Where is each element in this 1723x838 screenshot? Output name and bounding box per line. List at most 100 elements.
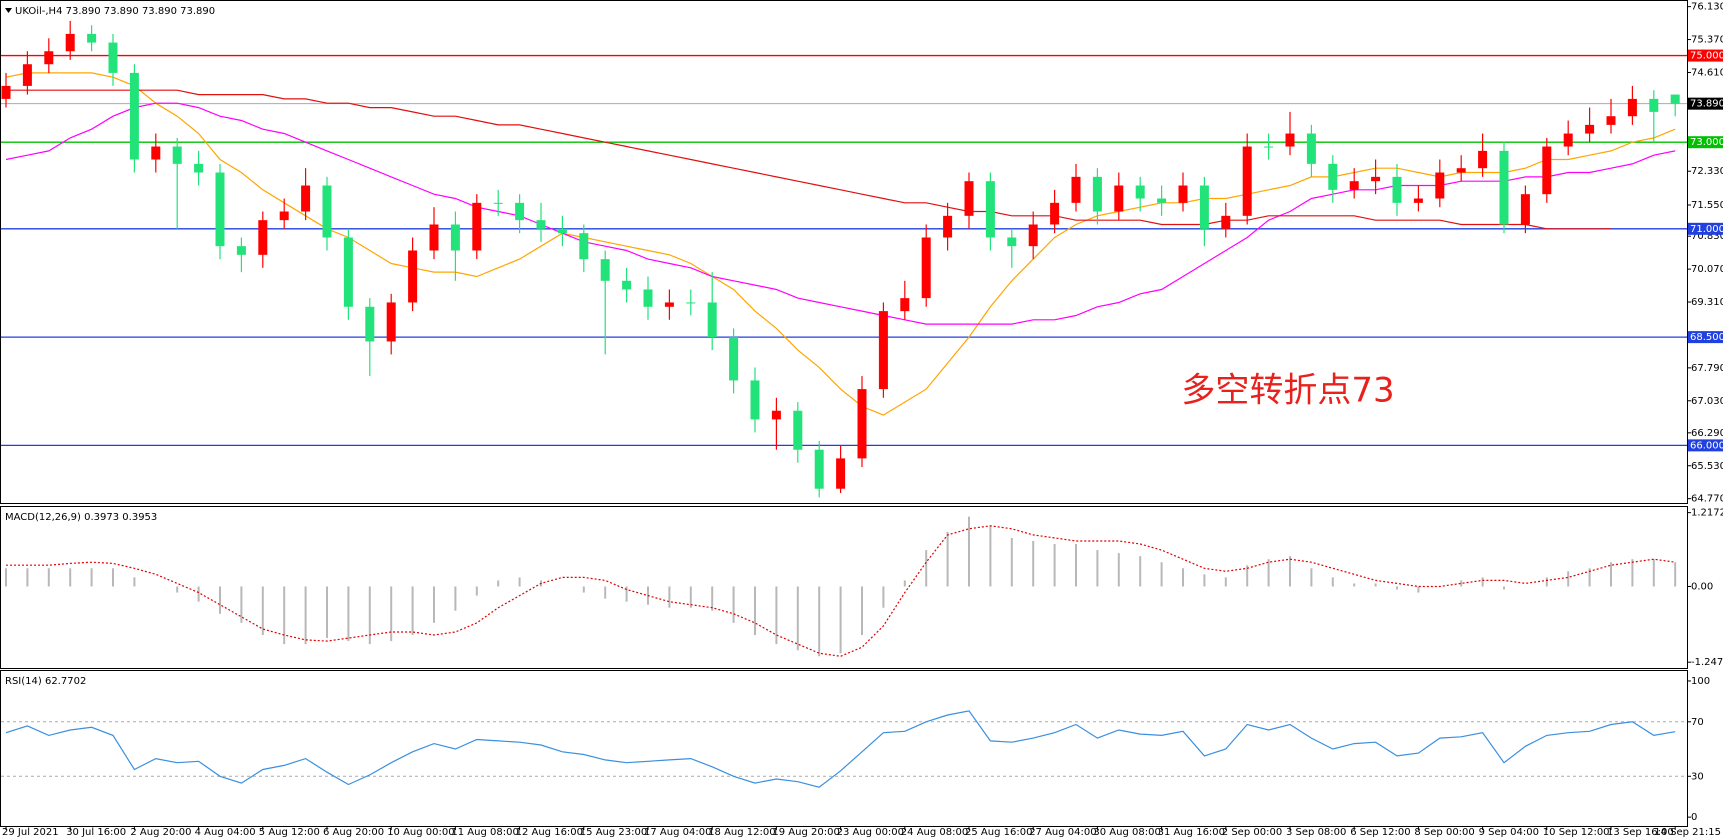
y-tick-label: 67.790 (1691, 363, 1723, 374)
candle-body (664, 302, 674, 307)
candle-body (386, 302, 396, 342)
y-tick-label: 66.290 (1691, 428, 1723, 439)
x-tick-label: 2 Sep 00:00 (1222, 827, 1282, 838)
y-tick-label: 64.770 (1691, 494, 1723, 505)
candle-body (793, 410, 803, 450)
y-tick-label: 1.2172 (1691, 508, 1723, 519)
x-tick-label: 3 Sep 08:00 (1286, 827, 1346, 838)
x-tick-label: 17 Aug 04:00 (644, 827, 711, 838)
candle-body (236, 246, 246, 255)
candle-body (515, 202, 525, 221)
candle-body (215, 172, 225, 247)
x-tick-label: 10 Sep 12:00 (1543, 827, 1610, 838)
candle-body (1606, 116, 1616, 125)
x-tick-label: 5 Aug 12:00 (259, 827, 320, 838)
candle-body (1157, 198, 1167, 203)
candle-body (1413, 198, 1423, 203)
x-tick-label: 11 Aug 08:00 (451, 827, 518, 838)
candle-body (1456, 168, 1466, 173)
y-tick-label: 70.830 (1691, 231, 1723, 242)
candle-body (707, 302, 717, 338)
y-tick-label: 65.530 (1691, 461, 1723, 472)
candle-body (1670, 94, 1680, 104)
level-label: 75.000 (1690, 51, 1723, 62)
x-tick-label: 2 Aug 20:00 (130, 827, 191, 838)
candle-body (22, 64, 32, 86)
candle-body (622, 280, 632, 290)
candle-body (65, 33, 75, 52)
candle-body (44, 51, 54, 65)
x-tick-label: 15 Aug 23:00 (580, 827, 647, 838)
candle-body (1264, 146, 1274, 148)
candle-body (771, 410, 781, 420)
last-price-label: 73.890 (1690, 99, 1723, 110)
candle-body (279, 211, 289, 221)
candle-body (1542, 146, 1552, 195)
pane-title: RSI(14) 62.7702 (5, 676, 86, 687)
candle-body (686, 302, 696, 304)
candle-body (729, 337, 739, 381)
candle-body (343, 237, 353, 307)
candle-body (1499, 150, 1509, 225)
x-tick-label: 6 Aug 20:00 (323, 827, 384, 838)
x-tick-label: 12 Aug 16:00 (516, 827, 583, 838)
level-tag (1688, 439, 1723, 452)
candle-body (108, 42, 118, 73)
candle-body (87, 33, 97, 43)
menu-arrow[interactable] (5, 8, 12, 13)
candle-body (900, 298, 910, 312)
candle-body (1221, 215, 1231, 229)
candle-body (408, 250, 418, 303)
y-tick-label: 67.030 (1691, 396, 1723, 407)
candle-body (450, 224, 460, 251)
candle-body (1071, 176, 1081, 203)
candle-body (1627, 98, 1637, 117)
x-tick-label: 24 Aug 08:00 (901, 827, 968, 838)
candle-body (365, 306, 375, 342)
x-tick-label: 19 Aug 20:00 (772, 827, 839, 838)
x-tick-label: 30 Aug 08:00 (1093, 827, 1160, 838)
candle-body (750, 380, 760, 420)
y-tick-label: 70 (1691, 717, 1704, 728)
candle-body (151, 146, 161, 160)
moving-average (6, 89, 1611, 230)
candle-body (429, 224, 439, 251)
candle-body (1135, 185, 1145, 199)
candle-body (557, 228, 567, 234)
candle-body (301, 185, 311, 212)
main-pane (0, 0, 1688, 504)
candle-body (878, 311, 888, 390)
candle-body (1, 85, 11, 99)
y-tick-label: 0 (1691, 812, 1697, 823)
rsi-line (5, 710, 1676, 788)
candle-body (1520, 194, 1530, 225)
candle-body (1285, 133, 1295, 147)
y-tick-label: 75.370 (1691, 35, 1723, 46)
x-tick-label: 31 Aug 16:00 (1158, 827, 1225, 838)
x-tick-label: 10 Aug 00:00 (387, 827, 454, 838)
macd-pane (0, 506, 1688, 669)
x-tick-label: 25 Aug 16:00 (965, 827, 1032, 838)
level-label: 68.500 (1690, 332, 1723, 343)
candle-body (1478, 150, 1488, 169)
candle-body (1050, 202, 1060, 225)
candle-body (1392, 176, 1402, 203)
candle-body (493, 202, 503, 204)
candle-body (322, 185, 332, 238)
candle-body (1007, 237, 1017, 247)
candle-body (1178, 185, 1188, 203)
y-tick-label: 0.00 (1691, 581, 1713, 592)
candle-body (472, 202, 482, 251)
level-tag (1688, 49, 1723, 62)
candle-body (921, 237, 931, 299)
candle-body (1028, 224, 1038, 247)
candle-body (985, 181, 995, 238)
candle-body (579, 233, 589, 260)
pane-title: MACD(12,26,9) 0.3973 0.3953 (5, 512, 157, 523)
candle-body (1328, 163, 1338, 190)
candle-body (1199, 185, 1209, 229)
x-tick-label: 6 Sep 12:00 (1350, 827, 1410, 838)
candle-body (258, 220, 268, 255)
candle-body (1092, 176, 1102, 212)
level-tag (1688, 222, 1723, 235)
